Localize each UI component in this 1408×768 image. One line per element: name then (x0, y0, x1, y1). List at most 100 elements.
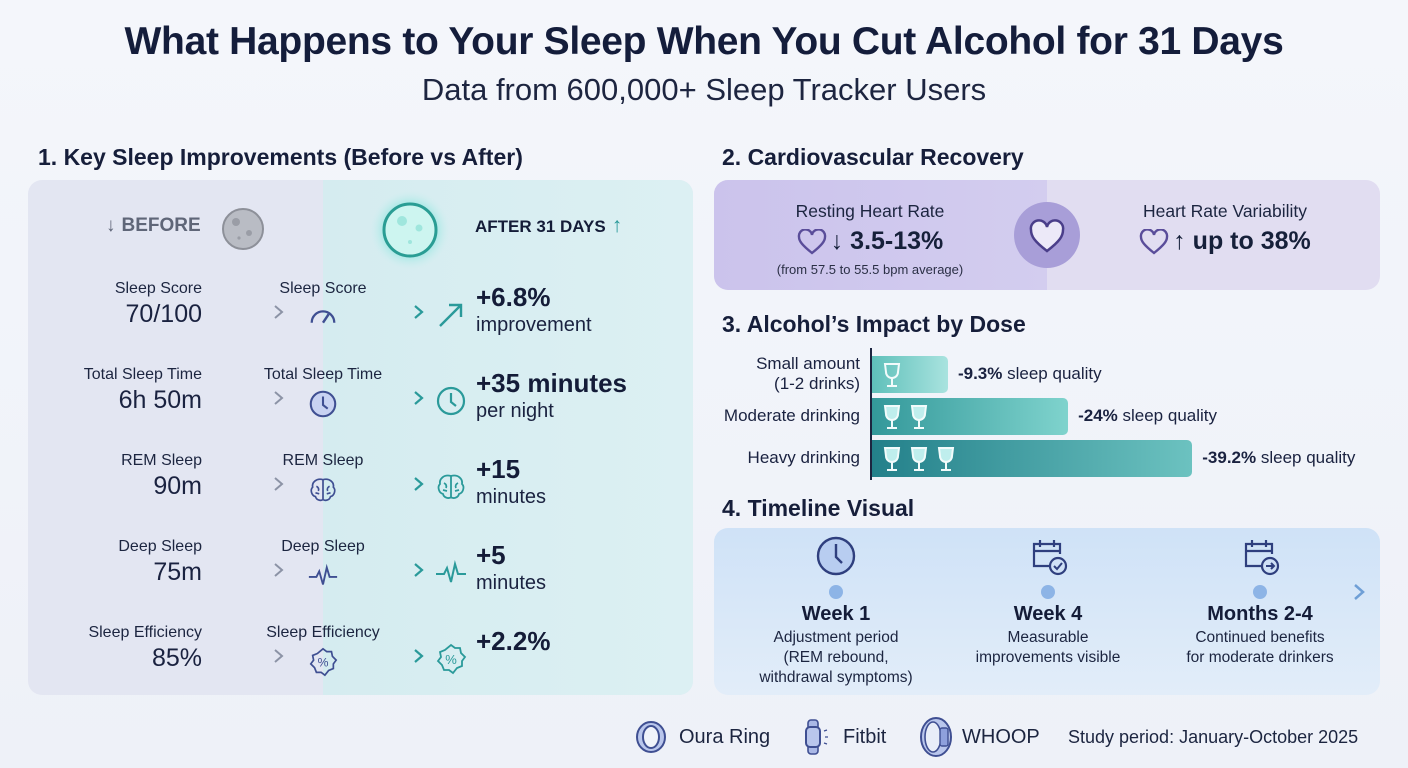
gauge-icon (310, 310, 336, 324)
dose-category-line: Small amount (756, 354, 860, 373)
heart-outline-icon (1140, 228, 1169, 255)
after-header: AFTER 31 DAYS ↑ (475, 214, 622, 238)
rhr-note: (from 57.5 to 55.5 bpm average) (776, 262, 964, 277)
arrow-right-icon (362, 563, 424, 577)
dose-value-label: -39.2% sleep quality (1202, 448, 1355, 468)
timeline-dot (1041, 585, 1055, 599)
before-metric-label: Sleep Score (114, 280, 202, 297)
dose-category-label: Heavy drinking (700, 448, 860, 468)
section4-heading: 4. Timeline Visual (722, 495, 915, 521)
clock-icon (309, 390, 337, 418)
sleep-improvements-panel (28, 180, 693, 695)
arrow-right-icon (362, 305, 424, 319)
before-metric-value: 6h 50m (118, 386, 202, 414)
pulse-wave-icon (436, 560, 466, 583)
arrow-right-icon (220, 305, 284, 319)
milestone-description-line: (REM rebound, (783, 649, 889, 666)
milestone-description-line: for moderate drinkers (1186, 649, 1334, 666)
arrow-right-icon (220, 563, 284, 577)
dose-category-line: (1-2 drinks) (774, 374, 860, 393)
percent-badge-icon: % (309, 647, 338, 677)
after-metric-value: +15 (476, 454, 521, 484)
arrow-right-icon (220, 477, 284, 491)
wine-glass-icon (883, 363, 901, 387)
milestone-description-line: Measurable (1007, 629, 1089, 646)
after-metric-sub: improvement (476, 314, 592, 336)
dose-suffix: sleep quality (1260, 448, 1356, 467)
milestone-description: Adjustment period (REM rebound, withdrawal… (726, 628, 946, 688)
wine-glass-icon (883, 447, 901, 471)
after-metric-sub: minutes (476, 486, 547, 508)
milestone-title: Week 1 (801, 603, 871, 625)
wine-glass-icon (910, 447, 928, 471)
mid-metric-label: Sleep Score (279, 280, 367, 297)
dose-suffix: sleep quality (1122, 406, 1218, 425)
after-metric-value: +2.2% (476, 626, 551, 656)
before-metric-label: Sleep Efficiency (88, 624, 202, 641)
device-whoop: WHOOP (962, 726, 1040, 748)
mid-metric-label: REM Sleep (282, 452, 364, 469)
dose-bar (872, 398, 1069, 435)
wine-glass-icon (910, 405, 928, 429)
arrow-right-icon (220, 649, 284, 663)
before-label: BEFORE (121, 215, 201, 236)
before-metric-label: REM Sleep (121, 452, 202, 469)
timeline-dot (829, 585, 843, 599)
before-metric-value: 70/100 (125, 300, 202, 328)
arrow-right-icon (362, 477, 424, 491)
svg-text:%: % (318, 656, 329, 670)
heart-outline-icon (797, 228, 826, 255)
calendar-arrow-icon (1244, 540, 1280, 576)
timeline-dot (1253, 585, 1267, 599)
hrv-value: ↑ up to 38% (1173, 227, 1311, 255)
milestone-description-line: Adjustment period (773, 629, 899, 646)
arrow-right-icon (362, 391, 424, 405)
milestone-description: Continued benefits for moderate drinkers (1150, 628, 1370, 668)
device-oura: Oura Ring (679, 726, 771, 748)
milestone-title: Months 2-4 (1207, 603, 1313, 625)
section1-heading: 1. Key Sleep Improvements (Before vs Aft… (38, 144, 523, 170)
dose-value: -9.3% (957, 364, 1003, 383)
dose-value: -39.2% (1202, 448, 1257, 467)
glowing-moon-icon (370, 190, 450, 270)
milestone-description: Measurable improvements visible (938, 628, 1158, 668)
study-period: Study period: January-October 2025 (1068, 727, 1359, 747)
before-metric-label: Total Sleep Time (83, 366, 202, 383)
section2-heading: 2. Cardiovascular Recovery (722, 144, 1024, 170)
wine-glass-icon (883, 405, 901, 429)
mid-metric-label: Deep Sleep (281, 538, 365, 555)
oura-ring-icon (636, 721, 666, 753)
brain-icon (437, 474, 465, 499)
section3-heading: 3. Alcohol’s Impact by Dose (722, 311, 1026, 337)
dose-value-label: -24% sleep quality (1078, 406, 1217, 426)
device-fitbit: Fitbit (843, 726, 887, 748)
milestone-description-line: Continued benefits (1195, 629, 1325, 646)
dose-bar (872, 356, 948, 393)
dose-category-label: Moderate drinking (700, 406, 860, 426)
before-metric-value: 75m (153, 558, 202, 586)
arrow-down-icon: ↓ (106, 215, 116, 236)
arrow-right-icon (362, 649, 424, 663)
svg-text:%: % (445, 652, 457, 667)
dose-value-label: -9.3% sleep quality (958, 364, 1102, 384)
mid-metric-label: Sleep Efficiency (266, 624, 380, 641)
hrv-label: Heart Rate Variability (1142, 201, 1308, 221)
percent-badge-icon: % (436, 643, 467, 675)
after-metric-value: +5 (476, 540, 506, 570)
before-metric-label: Deep Sleep (118, 538, 202, 555)
rhr-value-row: ↓ 3.5-13% (714, 227, 1026, 256)
page-subtitle: Data from 600,000+ Sleep Tracker Users (421, 72, 987, 107)
rhr-value: ↓ 3.5-13% (830, 227, 944, 255)
calendar-check-icon (1032, 540, 1068, 576)
dose-value: -24% (1078, 406, 1118, 425)
milestone-title: Week 4 (1013, 603, 1083, 625)
trend-up-arrow-icon (439, 303, 463, 327)
dose-suffix: sleep quality (1007, 364, 1102, 383)
fitbit-watch-icon (805, 719, 828, 755)
dose-category-label: Small amount (1-2 drinks) (700, 354, 860, 394)
wine-glass-icon (937, 447, 955, 471)
pulse-wave-icon (308, 563, 338, 585)
page-title: What Happens to Your Sleep When You Cut … (124, 20, 1284, 63)
arrow-right-icon (220, 391, 284, 405)
heart-center-icon (1014, 202, 1080, 268)
